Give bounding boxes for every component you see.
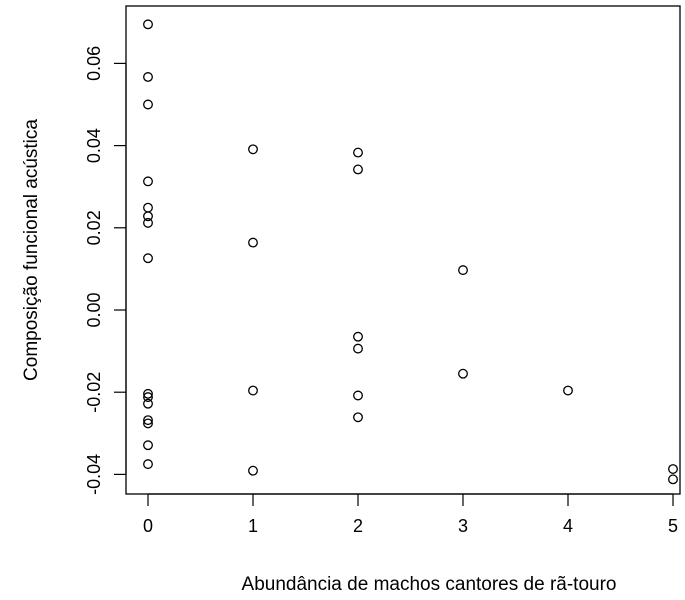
- data-point: [143, 99, 153, 110]
- data-point: [143, 19, 153, 30]
- plot-frame: [125, 5, 681, 495]
- y-axis-label: Composição funcional acústica: [21, 119, 42, 381]
- data-point: [353, 343, 363, 354]
- data-point: [143, 418, 153, 429]
- y-tick-label: -0.02: [84, 372, 104, 413]
- data-point: [143, 392, 153, 403]
- data-point: [353, 331, 363, 342]
- x-tick-label: 3: [458, 516, 468, 536]
- data-point: [353, 412, 363, 423]
- data-point: [143, 253, 153, 264]
- data-point: [143, 440, 153, 451]
- data-point: [143, 388, 153, 399]
- data-point: [353, 390, 363, 401]
- x-axis: 0 1 2 3 4 5: [143, 493, 678, 536]
- data-point: [668, 474, 678, 485]
- data-point: [143, 202, 153, 213]
- y-tick-label: 0.00: [84, 292, 104, 327]
- data-point: [353, 147, 363, 158]
- x-tick-label: 4: [563, 516, 573, 536]
- x-tick-label: 1: [248, 516, 258, 536]
- data-point: [143, 176, 153, 187]
- data-point: [143, 415, 153, 426]
- data-point: [458, 265, 468, 276]
- y-tick-label: -0.04: [84, 454, 104, 495]
- x-tick-label: 2: [353, 516, 363, 536]
- data-point: [563, 385, 573, 396]
- data-point: [458, 368, 468, 379]
- y-tick-label: 0.02: [84, 210, 104, 245]
- data-point: [143, 217, 153, 228]
- data-point: [248, 144, 258, 155]
- data-point: [668, 464, 678, 475]
- data-point: [143, 459, 153, 470]
- x-axis-label: Abundância de machos cantores de rã-tour…: [242, 574, 617, 595]
- data-point: [143, 72, 153, 82]
- x-tick-label: 0: [143, 516, 153, 536]
- y-axis: -0.04 -0.02 0.00 0.02 0.04 0.06: [84, 46, 127, 495]
- data-point: [143, 211, 153, 222]
- y-tick-label: 0.06: [84, 46, 104, 81]
- y-tick-label: 0.04: [84, 128, 104, 163]
- x-tick-label: 5: [668, 516, 678, 536]
- data-point: [248, 465, 258, 476]
- data-points: [143, 19, 678, 485]
- data-point: [353, 164, 363, 175]
- data-point: [143, 398, 153, 409]
- data-point: [248, 237, 258, 248]
- data-point: [248, 385, 258, 396]
